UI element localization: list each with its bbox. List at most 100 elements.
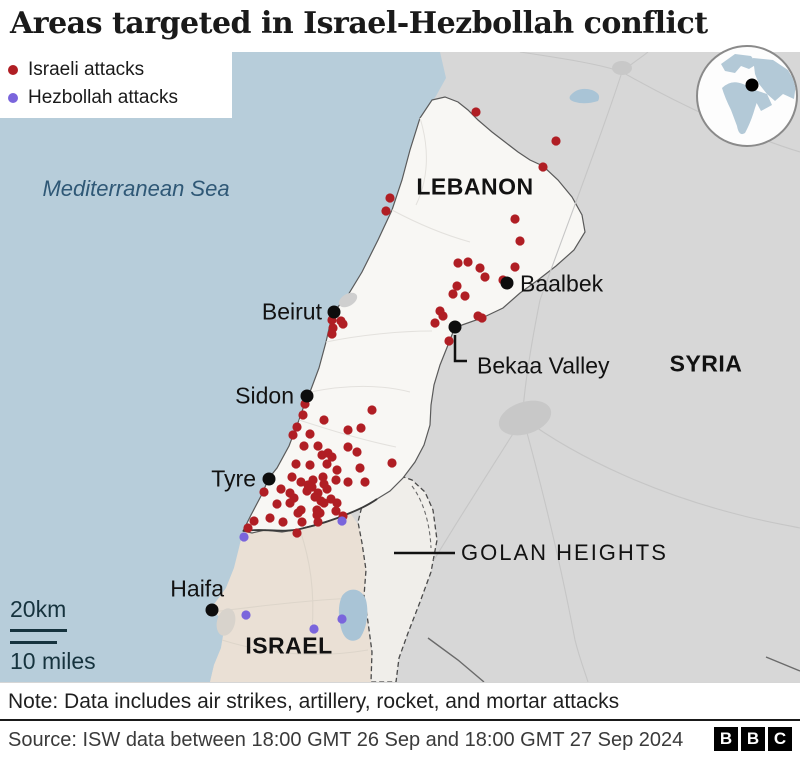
sea-of-galilee — [338, 589, 368, 641]
israeli-attack-dot — [278, 517, 288, 527]
israeli-attack-dot — [292, 528, 302, 538]
israeli-attack-dot — [305, 460, 315, 470]
israeli-attack-dot — [510, 214, 520, 224]
israeli-attack-dots — [243, 107, 561, 538]
israeli-attack-dot — [343, 442, 353, 452]
bbc-logo-block: B — [741, 727, 765, 751]
israeli-attack-dot — [463, 257, 473, 267]
israeli-attack-dot — [307, 482, 317, 492]
israeli-attack-dot — [471, 107, 481, 117]
israeli-attack-dot — [327, 329, 337, 339]
israeli-attack-dot — [259, 487, 269, 497]
israeli-attack-dot — [292, 422, 302, 432]
legend-label: Hezbollah attacks — [28, 87, 178, 108]
israeli-attack-dot — [343, 477, 353, 487]
scale-miles-label: 10 miles — [10, 648, 96, 674]
city-dot-haifa — [205, 603, 219, 617]
bbc-logo-block: B — [714, 727, 738, 751]
land-israel — [210, 513, 372, 682]
israeli-attack-dot — [249, 516, 259, 526]
israeli-attack-dot — [475, 263, 485, 273]
scale-km-line — [10, 629, 67, 632]
israeli-attack-dot — [299, 441, 309, 451]
source-band: Source: ISW data between 18:00 GMT 26 Se… — [0, 721, 800, 757]
israeli-attack-dot — [297, 517, 307, 527]
hezbollah-attack-dot — [239, 532, 249, 542]
israeli-attack-dot — [338, 319, 348, 329]
israeli-attack-dot — [313, 517, 323, 527]
israeli-attack-dot — [381, 206, 391, 216]
israeli-attack-dot — [551, 136, 561, 146]
city-dot-baalbek — [500, 276, 514, 290]
israeli-attack-dot — [355, 463, 365, 473]
israeli-attack-dot — [293, 508, 303, 518]
israeli-attack-dot — [385, 193, 395, 203]
globe-location-dot — [745, 78, 759, 92]
hezbollah-attack-dot — [337, 614, 347, 624]
israeli-attack-dot — [265, 513, 275, 523]
israeli-attack-dot — [291, 459, 301, 469]
israeli-attack-dot — [430, 318, 440, 328]
globe-continents — [721, 54, 796, 135]
city-dot-sidon — [300, 389, 314, 403]
israeli-attack-dot — [343, 425, 353, 435]
leader-lines — [394, 335, 467, 555]
israeli-attack-dot — [317, 450, 327, 460]
israeli-attack-dot — [444, 336, 454, 346]
israeli-attack-dot — [288, 430, 298, 440]
israeli-attack-dot — [452, 281, 462, 291]
bbc-logo-block: C — [768, 727, 792, 751]
israeli-attack-dot — [480, 272, 490, 282]
israeli-attack-dot — [332, 465, 342, 475]
israeli-attack-dot — [448, 289, 458, 299]
israel-lebanon-border — [242, 498, 378, 532]
israeli-attack-dot — [331, 475, 341, 485]
golan-inner-dashed-line — [411, 485, 432, 549]
israeli-attack-dot — [515, 236, 525, 246]
israeli-attack-dot — [319, 498, 329, 508]
city-markers — [205, 276, 514, 617]
israeli-attack-dot — [310, 492, 320, 502]
hezbollah-attack-dot — [241, 610, 251, 620]
israeli-attack-dot — [318, 472, 328, 482]
map-canvas — [0, 52, 800, 682]
israeli-attack-dot — [276, 484, 286, 494]
israeli-attack-dot — [360, 477, 370, 487]
footer-divider — [0, 719, 800, 721]
israeli-attack-dot — [313, 441, 323, 451]
israeli-attack-dot — [352, 447, 362, 457]
scale-bar: 20km 10 miles — [10, 596, 96, 675]
page-title: Areas targeted in Israel-Hezbollah confl… — [10, 6, 708, 41]
israeli-attack-dot — [538, 162, 548, 172]
lake-homs — [569, 88, 600, 104]
israeli-attack-dot — [332, 498, 342, 508]
title-band: Areas targeted in Israel-Hezbollah confl… — [0, 0, 800, 52]
legend: Israeli attacks Hezbollah attacks — [0, 52, 232, 118]
legend-label: Israeli attacks — [28, 59, 145, 80]
israeli-attack-dot — [438, 311, 448, 321]
israeli-attack-dot — [272, 499, 282, 509]
mediterranean-sea — [0, 52, 446, 682]
israeli-attack-dot — [312, 510, 322, 520]
israeli-attack-dot — [387, 458, 397, 468]
legend-item: Israeli attacks — [0, 56, 232, 84]
note-text: Note: Data includes air strikes, artille… — [8, 690, 620, 713]
israeli-attack-dot — [287, 472, 297, 482]
note-band: Note: Data includes air strikes, artille… — [0, 682, 800, 719]
city-dot-beirut — [327, 305, 341, 319]
israeli-attack-dot — [356, 423, 366, 433]
globe-locator-icon — [696, 45, 798, 147]
israeli-attack-dot — [285, 498, 295, 508]
israeli-attack-dot — [367, 405, 377, 415]
lebanon-admin-lines — [298, 117, 471, 448]
israeli-attack-dot — [327, 452, 337, 462]
bekaa-leader-line — [453, 335, 467, 363]
israeli-attack-dot — [322, 459, 332, 469]
region-golan — [357, 473, 438, 682]
hezbollah-attack-dot — [309, 624, 319, 634]
israeli-attack-dot — [477, 313, 487, 323]
source-text: Source: ISW data between 18:00 GMT 26 Se… — [8, 729, 684, 751]
israeli-attack-dot — [322, 484, 332, 494]
